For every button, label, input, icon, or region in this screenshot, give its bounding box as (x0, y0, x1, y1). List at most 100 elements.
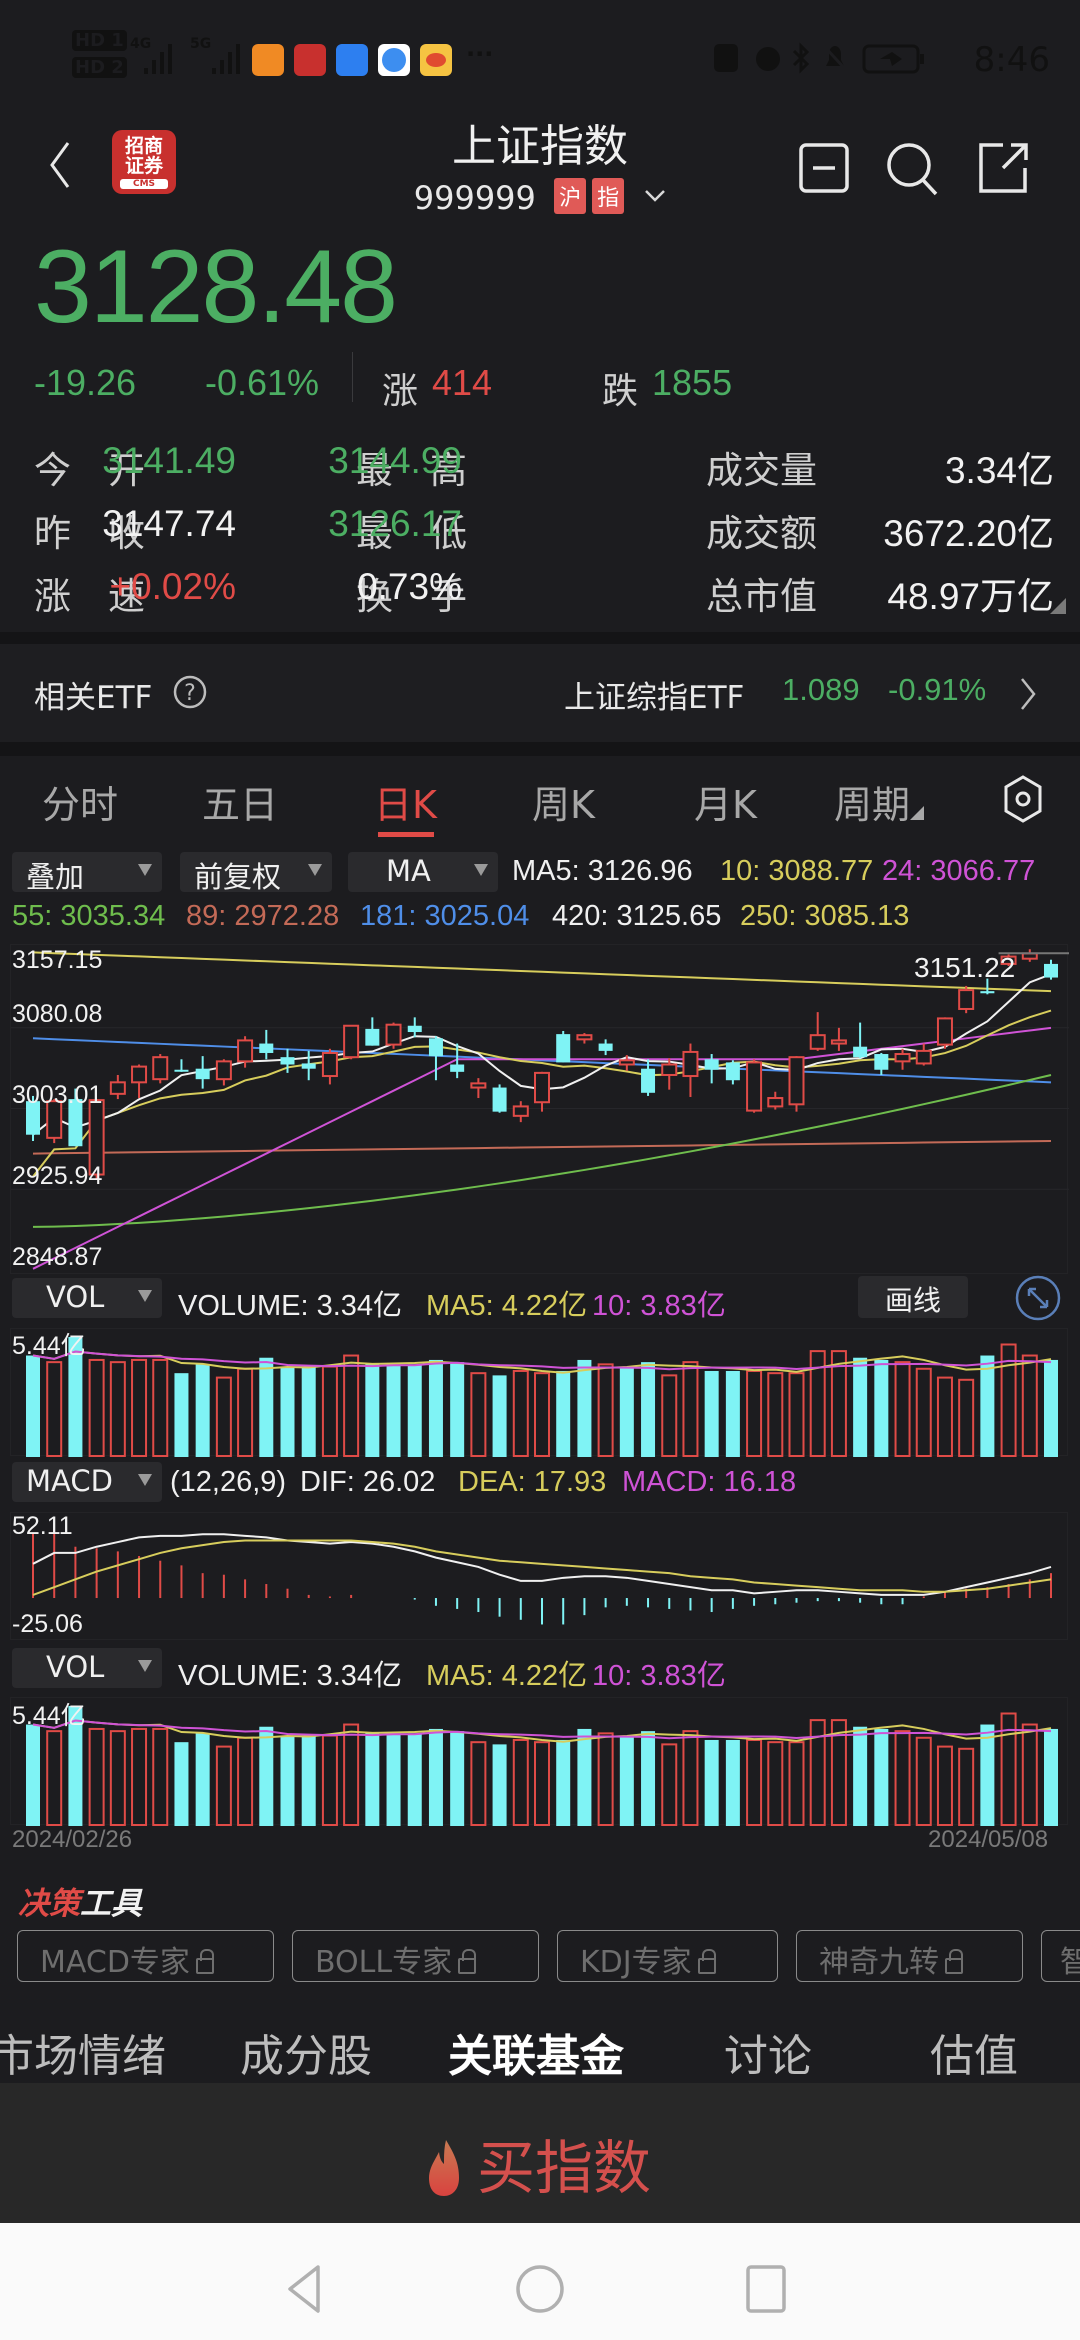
indicator-dropdown[interactable]: MA (348, 852, 498, 892)
nav-home-icon[interactable] (514, 2263, 566, 2315)
tool-macd-expert[interactable]: MACD专家 (17, 1930, 274, 1982)
nav-recents-icon[interactable] (744, 2263, 788, 2315)
expand-corner-icon[interactable] (1050, 598, 1066, 614)
macd-dif: DIF: 26.02 (300, 1466, 436, 1498)
ma55-value: 55: 3035.34 (12, 900, 166, 932)
buy-index-button[interactable]: 买指数 (0, 2121, 1080, 2205)
tool-smart[interactable]: 智 (1041, 1930, 1080, 1982)
clock: 8:46 (973, 40, 1050, 80)
macd-indicator-dropdown[interactable]: MACD (12, 1462, 162, 1502)
macd-axis-min: -25.06 (12, 1610, 83, 1638)
macd-value: MACD: 16.18 (622, 1466, 797, 1498)
search-icon[interactable] (884, 140, 940, 196)
adjust-dropdown[interactable]: 前复权 (180, 852, 332, 894)
related-etf-bar[interactable]: 相关ETF ? 上证综指ETF 1.089 -0.91% (0, 644, 1080, 742)
feishu-app-icon (336, 44, 368, 76)
status-bar: HD 1 HD 2 4G 5G ··· 8:46 (0, 0, 1080, 110)
dropdown-arrow-icon (138, 864, 152, 876)
price-change-pct: -0.61% (205, 362, 320, 403)
volume2-ma5: MA5: 4.22亿 (426, 1660, 588, 1692)
stat-label: 今 开 (34, 449, 145, 492)
tab-discussion[interactable]: 讨论 (724, 2031, 812, 2082)
date-start: 2024/02/26 (12, 1826, 133, 1853)
fullscreen-icon[interactable] (1014, 1274, 1062, 1322)
signal-strength-icon-1 (144, 44, 172, 74)
stat-value: 0.73% (357, 566, 462, 607)
tool-magic-nine[interactable]: 神奇九转 (796, 1930, 1023, 1982)
ma250-value: 250: 3085.13 (740, 900, 910, 932)
stat-label: 涨 速 (34, 575, 145, 618)
overlay-dropdown[interactable]: 叠加 (12, 852, 162, 894)
vol2-indicator-dropdown[interactable]: VOL (12, 1648, 162, 1688)
volume-chart-1[interactable] (10, 1328, 1068, 1457)
stat-label: 成交额 (706, 512, 817, 555)
volume-chart-2[interactable] (10, 1697, 1068, 1826)
volume-plot-1 (26, 1337, 1058, 1457)
vol2-selector-label: VOL (46, 1650, 105, 1684)
tab-intraday[interactable]: 分时 (42, 783, 119, 827)
macd-chart[interactable] (10, 1512, 1068, 1640)
indicator-label: MA (386, 854, 431, 888)
stock-code-row[interactable]: 999999 沪指 (0, 178, 1080, 217)
candlestick-chart[interactable] (10, 944, 1069, 1274)
price-axis-2: 3080.08 (12, 1000, 103, 1028)
dropdown-arrow-icon (138, 1660, 152, 1672)
stat-value: 3.34亿 (944, 450, 1054, 491)
etf-change-pct: -0.91% (888, 672, 987, 707)
draw-line-button[interactable]: 画线 (858, 1276, 968, 1318)
lock-icon (195, 1949, 214, 1974)
tools-title-white: 工具 (80, 1886, 142, 1922)
tab-weekly-k[interactable]: 周K (532, 783, 595, 827)
nav-back-icon[interactable] (286, 2263, 326, 2315)
tab-five-day[interactable]: 五日 (202, 783, 279, 827)
stat-label: 换 手 (356, 575, 467, 618)
share-icon[interactable] (975, 140, 1031, 196)
decliners-label: 跌 (602, 370, 639, 411)
price-axis-min: 2848.87 (12, 1243, 103, 1271)
minimize-window-icon[interactable] (796, 140, 852, 196)
wanlian-securities-app-icon (294, 44, 326, 76)
stat-value: 48.97万亿 (887, 576, 1054, 617)
ma181-value: 181: 3025.04 (360, 900, 530, 932)
stat-label: 最 低 (356, 512, 467, 555)
back-icon[interactable] (40, 135, 80, 195)
tab-related-funds[interactable]: 关联基金 (448, 2031, 624, 2082)
tab-valuation[interactable]: 估值 (930, 2031, 1018, 2082)
dropdown-arrow-icon (138, 1290, 152, 1302)
svg-text:?: ? (184, 681, 196, 706)
vol-indicator-dropdown[interactable]: VOL (12, 1278, 162, 1318)
dropdown-arrow-icon (138, 1474, 152, 1486)
logo-line1: 招商 (124, 135, 163, 157)
net1-label: 4G (130, 36, 152, 52)
market-tag: 沪 (554, 178, 587, 214)
etf-price: 1.089 (782, 672, 860, 707)
tool-boll-expert[interactable]: BOLL专家 (292, 1930, 539, 1982)
tab-daily-k[interactable]: 日K (374, 783, 437, 827)
active-tab-underline (378, 832, 434, 837)
etf-name: 上证综指ETF (564, 680, 745, 716)
max-price-marker: 3151.22 (914, 952, 1016, 983)
stat-value: 3126.17 (328, 503, 462, 544)
more-notifications: ··· (466, 40, 494, 68)
stat-value: +0.02% (109, 566, 236, 607)
tool-kdj-expert[interactable]: KDJ专家 (557, 1930, 778, 1982)
help-icon[interactable]: ? (172, 674, 208, 710)
volume2-value: VOLUME: 3.34亿 (178, 1660, 403, 1692)
tab-period[interactable]: 周期 (834, 774, 925, 829)
settings-icon[interactable] (1002, 774, 1044, 824)
candlestick-plot (11, 949, 1069, 1270)
price-axis-max: 3157.15 (12, 946, 103, 974)
price-axis-4: 2925.94 (12, 1162, 103, 1190)
cms-logo: 招商 证券 CMS (112, 130, 176, 194)
tab-constituents[interactable]: 成分股 (240, 2031, 372, 2082)
nfc-icon (714, 44, 738, 72)
lock-icon (945, 1949, 963, 1974)
tab-monthly-k[interactable]: 月K (694, 783, 757, 827)
stat-value: 3141.49 (102, 440, 236, 481)
tab-market-sentiment[interactable]: 市场情绪 (0, 2031, 166, 2082)
adjust-label: 前复权 (194, 860, 282, 894)
macd-selector-label: MACD (26, 1464, 113, 1498)
stat-row: 今 开 3141.49 最 高 3144.99 成交量 3.34亿 (34, 440, 1054, 503)
stat-value: 3147.74 (102, 503, 236, 544)
stat-label: 昨 收 (34, 512, 145, 555)
